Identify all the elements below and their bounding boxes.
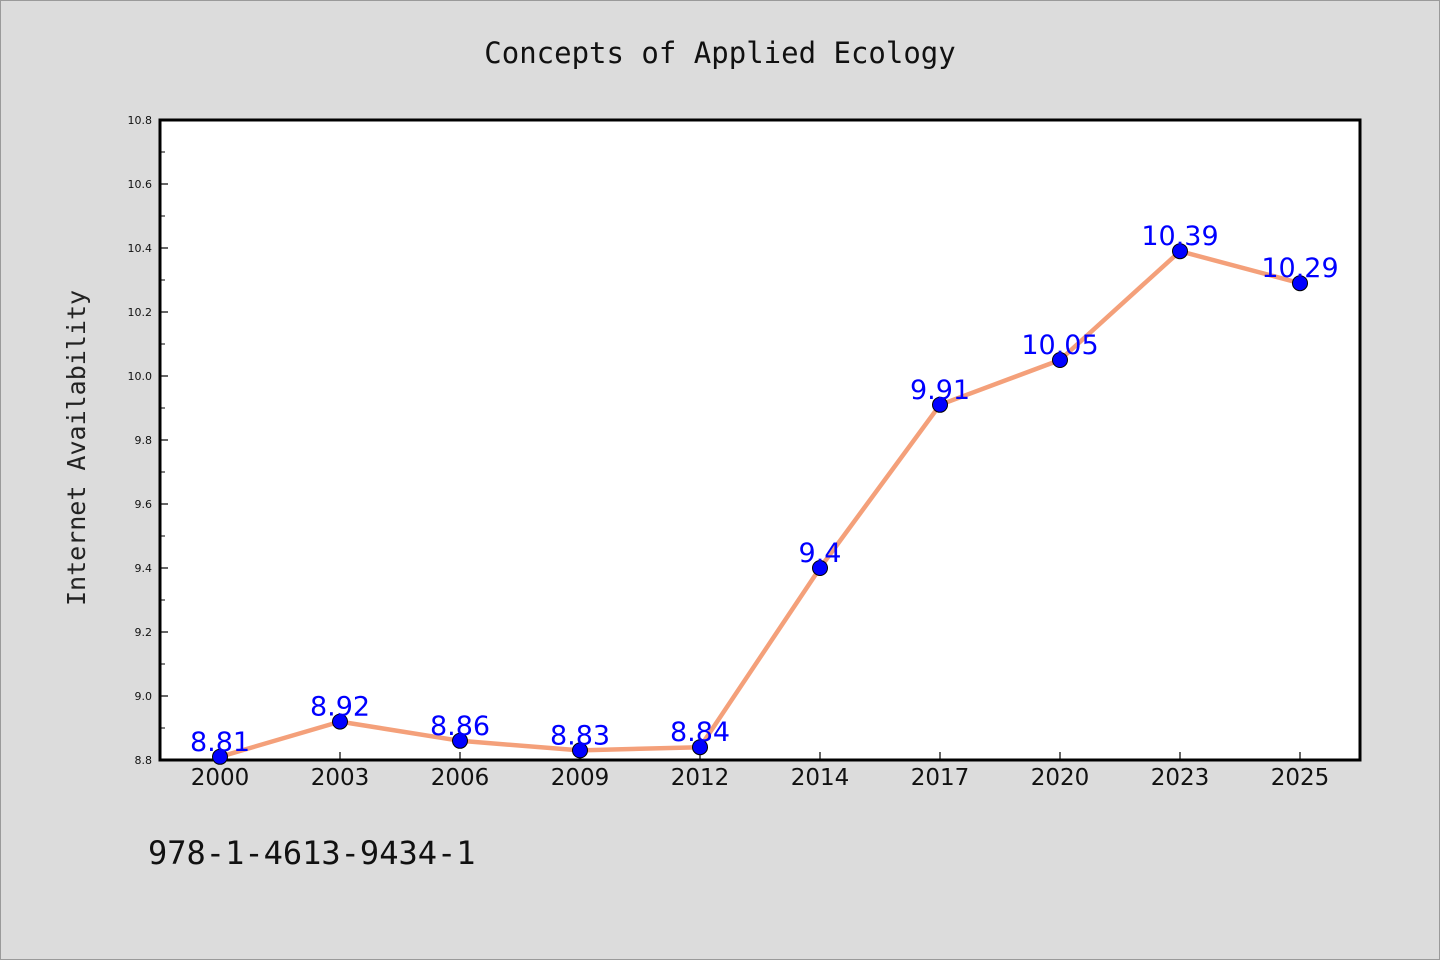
x-tick-label: 2017	[911, 765, 970, 791]
data-label: 10.39	[1141, 221, 1218, 252]
x-tick-label: 2000	[191, 765, 250, 791]
data-label: 10.29	[1261, 253, 1338, 284]
chart-title: Concepts of Applied Ecology	[484, 36, 955, 70]
data-point	[212, 748, 228, 765]
data-point	[1172, 243, 1188, 260]
y-tick-label: 8.8	[135, 754, 153, 767]
data-label: 8.83	[550, 720, 610, 751]
y-axis-ticks: 8.8 9.0 9.2 9.4 9.6 9.8 10.0 10.2 10.4 10.6 10.8	[128, 114, 168, 767]
x-tick-label: 2006	[431, 765, 490, 791]
plot-area	[158, 118, 1362, 762]
data-label: 9.91	[910, 375, 970, 406]
x-tick-label: 2025	[1271, 765, 1330, 791]
x-tick-label: 2012	[671, 765, 730, 791]
data-point	[1052, 352, 1068, 368]
data-point	[692, 739, 708, 756]
data-points-group	[212, 243, 1308, 765]
series-line-group	[217, 248, 1303, 760]
y-tick-label: 10.2	[128, 306, 153, 319]
y-tick-label: 10.4	[128, 242, 153, 255]
footnote-isbn: 978-1-4613-9434-1	[148, 834, 476, 872]
data-label: 8.81	[190, 727, 250, 758]
x-tick-label: 2023	[1151, 765, 1210, 791]
x-tick-label: 2014	[791, 765, 850, 791]
x-tick-label: 2009	[551, 765, 610, 791]
y-tick-label: 9.4	[135, 562, 153, 575]
data-point	[332, 713, 348, 730]
y-tick-label: 9.0	[135, 690, 153, 703]
data-point	[1292, 275, 1308, 292]
data-label: 10.05	[1021, 330, 1098, 361]
series-line	[217, 248, 1303, 760]
data-label: 8.86	[430, 711, 490, 742]
x-tick-label: 2020	[1031, 765, 1090, 791]
y-axis-label: Internet Availability	[62, 290, 91, 606]
data-point	[932, 396, 948, 413]
y-tick-label: 10.0	[128, 370, 153, 383]
x-axis-ticks: 2000 2003 2006 2009 2012 2014 2017 2020 2023 2025	[191, 752, 1330, 791]
y-tick-label: 9.8	[135, 434, 153, 447]
data-point	[812, 560, 828, 576]
data-label: 9.4	[799, 538, 842, 569]
data-label: 8.92	[310, 692, 370, 723]
data-point	[452, 732, 468, 749]
y-tick-label: 9.6	[135, 498, 153, 511]
x-tick-label: 2003	[311, 765, 370, 791]
data-labels-group: 8.81 8.92 8.86 8.83 8.84 9.4 9.91 10.05 10.39 10.…	[190, 221, 1339, 758]
y-tick-label: 10.6	[128, 178, 153, 191]
y-tick-label: 10.8	[128, 114, 153, 127]
data-label: 8.84	[670, 717, 730, 748]
data-point	[572, 742, 588, 759]
y-tick-label: 9.2	[135, 626, 153, 639]
